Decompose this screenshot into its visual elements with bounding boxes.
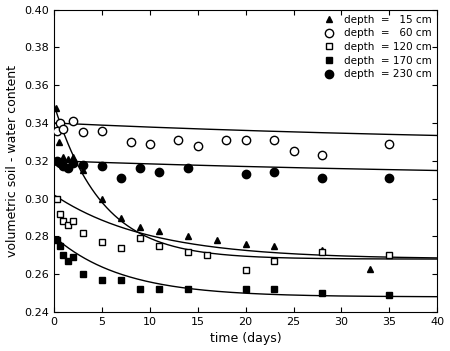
X-axis label: time (days): time (days): [210, 332, 281, 345]
Y-axis label: volumetric soil - water content: volumetric soil - water content: [5, 65, 18, 257]
Legend: depth  =   15 cm, depth  =   60 cm, depth  = 120 cm, depth  = 170 cm, depth  = 2: depth = 15 cm, depth = 60 cm, depth = 12…: [315, 12, 435, 82]
